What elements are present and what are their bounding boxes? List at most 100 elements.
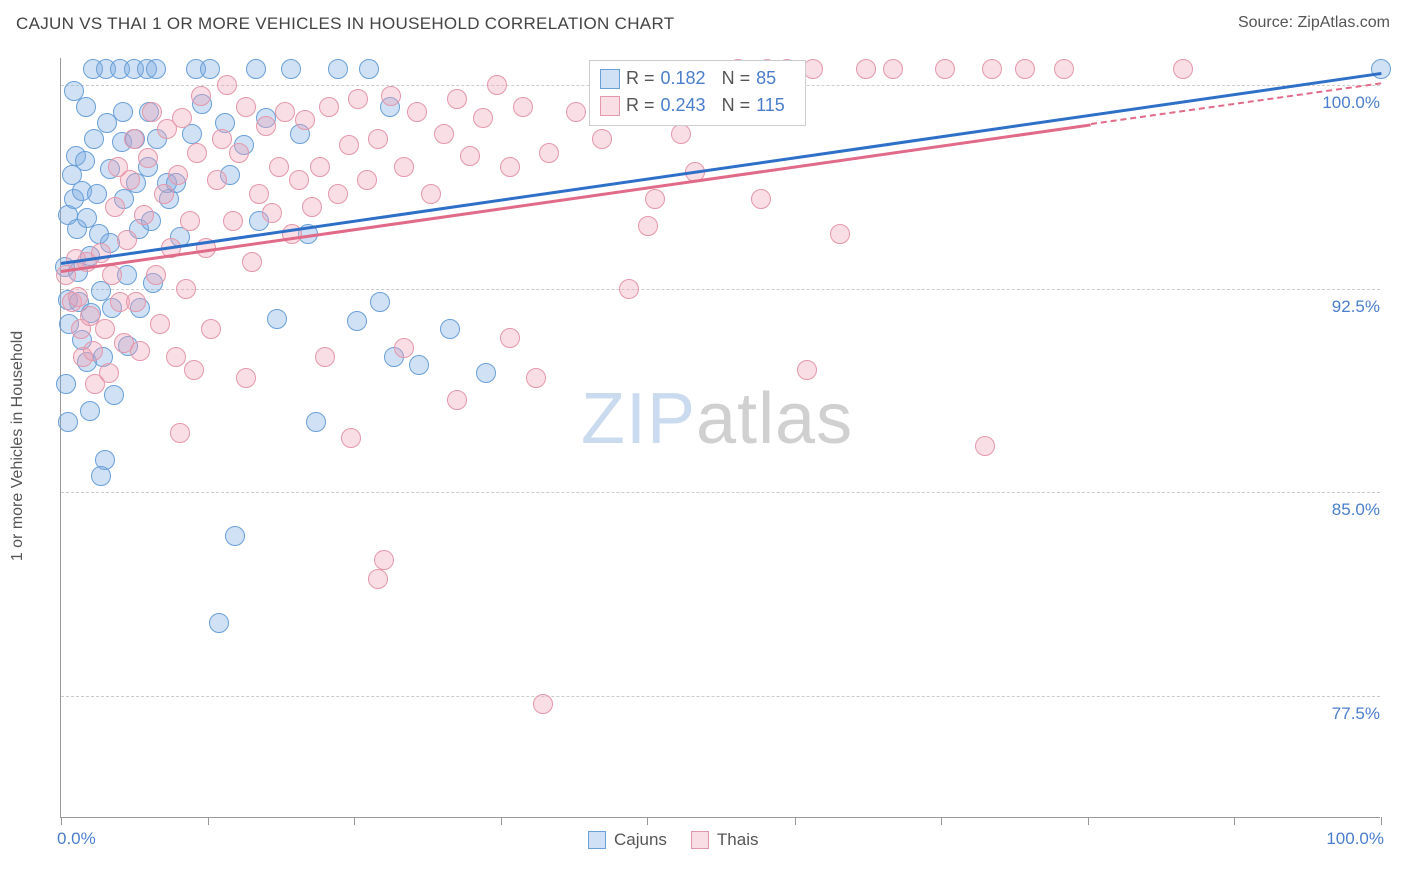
- watermark-zip: ZIP: [581, 379, 696, 459]
- scatter-point: [64, 81, 84, 101]
- scatter-point: [1054, 59, 1074, 79]
- scatter-point: [671, 124, 691, 144]
- n-value: 115: [756, 92, 785, 119]
- legend-swatch: [691, 831, 709, 849]
- x-tick: [501, 817, 502, 825]
- scatter-point: [58, 412, 78, 432]
- r-value: 0.243: [661, 92, 706, 119]
- scatter-point: [256, 116, 276, 136]
- scatter-point: [370, 292, 390, 312]
- scatter-point: [176, 279, 196, 299]
- scatter-point: [409, 355, 429, 375]
- x-tick: [1381, 817, 1382, 825]
- scatter-point: [1015, 59, 1035, 79]
- x-tick: [354, 817, 355, 825]
- scatter-point: [187, 143, 207, 163]
- scatter-point: [473, 108, 493, 128]
- scatter-point: [126, 292, 146, 312]
- scatter-point: [935, 59, 955, 79]
- scatter-point: [476, 363, 496, 383]
- scatter-point: [619, 279, 639, 299]
- y-tick-label: 100.0%: [1320, 93, 1382, 113]
- scatter-point: [306, 412, 326, 432]
- chart-header: CAJUN VS THAI 1 OR MORE VEHICLES IN HOUS…: [0, 0, 1406, 48]
- legend-swatch: [588, 831, 606, 849]
- scatter-point: [223, 211, 243, 231]
- scatter-point: [328, 184, 348, 204]
- scatter-point: [434, 124, 454, 144]
- scatter-point: [138, 148, 158, 168]
- scatter-point: [68, 287, 88, 307]
- scatter-point: [883, 59, 903, 79]
- correlation-legend: R = 0.182 N = 85 R = 0.243 N = 115: [589, 60, 806, 126]
- legend-label: Thais: [717, 830, 759, 850]
- scatter-point: [209, 613, 229, 633]
- x-tick: [1088, 817, 1089, 825]
- scatter-plot-area: ZIPatlas 77.5%85.0%92.5%100.0%0.0%100.0%…: [60, 58, 1380, 818]
- x-tick-label: 0.0%: [57, 829, 96, 849]
- scatter-point: [513, 97, 533, 117]
- scatter-point: [212, 129, 232, 149]
- scatter-point: [120, 170, 140, 190]
- x-tick: [795, 817, 796, 825]
- scatter-point: [246, 59, 266, 79]
- x-tick: [647, 817, 648, 825]
- scatter-point: [645, 189, 665, 209]
- scatter-point: [184, 360, 204, 380]
- grid-line: [61, 492, 1380, 493]
- scatter-point: [91, 466, 111, 486]
- r-label: R =: [626, 65, 655, 92]
- scatter-point: [225, 526, 245, 546]
- y-tick-label: 85.0%: [1330, 500, 1382, 520]
- scatter-point: [75, 151, 95, 171]
- scatter-point: [124, 129, 144, 149]
- scatter-point: [99, 363, 119, 383]
- scatter-point: [348, 89, 368, 109]
- scatter-point: [374, 550, 394, 570]
- legend-item: Cajuns: [588, 830, 667, 850]
- scatter-point: [249, 184, 269, 204]
- legend-swatch: [600, 96, 620, 116]
- scatter-point: [460, 146, 480, 166]
- scatter-point: [368, 129, 388, 149]
- scatter-point: [310, 157, 330, 177]
- scatter-point: [638, 216, 658, 236]
- n-label: N =: [722, 65, 751, 92]
- chart-title: CAJUN VS THAI 1 OR MORE VEHICLES IN HOUS…: [16, 14, 674, 34]
- scatter-point: [84, 129, 104, 149]
- scatter-point: [207, 170, 227, 190]
- scatter-point: [566, 102, 586, 122]
- scatter-point: [87, 184, 107, 204]
- scatter-point: [359, 59, 379, 79]
- x-tick: [208, 817, 209, 825]
- scatter-point: [166, 347, 186, 367]
- scatter-point: [150, 314, 170, 334]
- scatter-point: [407, 102, 427, 122]
- scatter-point: [803, 59, 823, 79]
- n-label: N =: [722, 92, 751, 119]
- source-attribution: Source: ZipAtlas.com: [1238, 14, 1390, 32]
- scatter-point: [856, 59, 876, 79]
- scatter-point: [347, 311, 367, 331]
- scatter-point: [394, 157, 414, 177]
- scatter-point: [56, 374, 76, 394]
- scatter-point: [142, 102, 162, 122]
- scatter-point: [339, 135, 359, 155]
- scatter-point: [180, 211, 200, 231]
- legend-row: R = 0.243 N = 115: [600, 92, 795, 119]
- scatter-point: [269, 157, 289, 177]
- scatter-point: [487, 75, 507, 95]
- x-tick-label: 100.0%: [1326, 829, 1384, 849]
- scatter-point: [447, 390, 467, 410]
- scatter-point: [440, 319, 460, 339]
- scatter-point: [236, 368, 256, 388]
- r-value: 0.182: [661, 65, 706, 92]
- scatter-point: [1173, 59, 1193, 79]
- scatter-point: [146, 265, 166, 285]
- scatter-point: [357, 170, 377, 190]
- x-tick: [61, 817, 62, 825]
- scatter-point: [168, 165, 188, 185]
- scatter-point: [302, 197, 322, 217]
- series-legend: Cajuns Thais: [588, 830, 759, 850]
- y-axis-title: 1 or more Vehicles in Household: [9, 331, 27, 561]
